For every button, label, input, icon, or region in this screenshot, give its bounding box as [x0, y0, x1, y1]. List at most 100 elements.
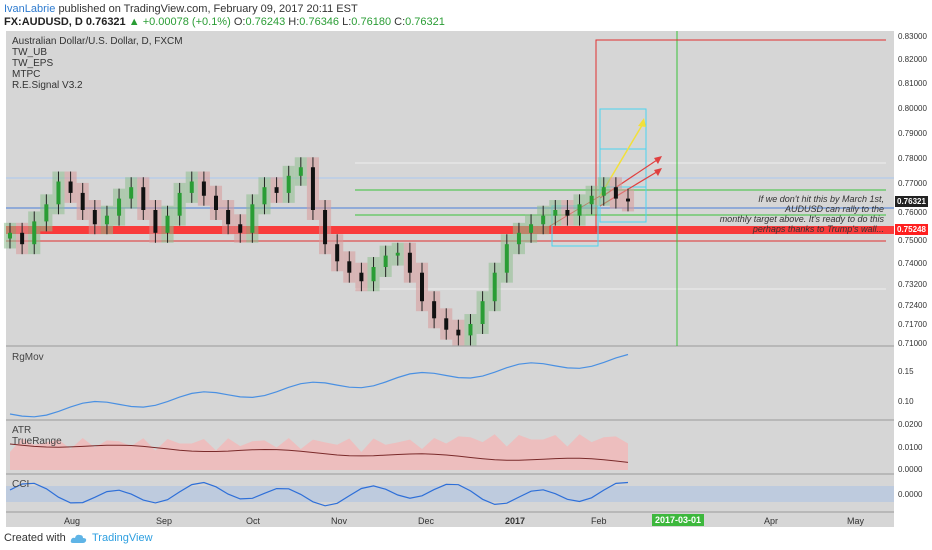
candle-body: [407, 252, 412, 273]
candle-body: [117, 198, 122, 216]
price-tick: 0.74000: [898, 259, 927, 268]
change-arrow: ▲: [128, 16, 140, 28]
author-link[interactable]: IvanLabrie: [4, 3, 56, 15]
candle-body: [153, 210, 158, 233]
x-label: Nov: [331, 516, 348, 526]
candle-body: [371, 267, 376, 282]
candle-body: [250, 204, 255, 233]
x-label: Feb: [591, 516, 607, 526]
candle-body: [104, 215, 109, 225]
candle-body: [201, 181, 206, 196]
annotation-line: AUDUSD can rally to the: [784, 204, 884, 214]
candle-body: [492, 272, 497, 302]
high-value: 0.76346: [299, 16, 340, 28]
price-tick: 0.72400: [898, 301, 927, 310]
candle-body: [516, 232, 521, 245]
price-tick: 0.71700: [898, 320, 927, 329]
rgmov-label[interactable]: RgMov: [12, 352, 44, 363]
price-tick: 0.75000: [898, 236, 927, 245]
candle-body: [347, 261, 352, 273]
candle-body: [541, 215, 546, 225]
low-label: L:: [342, 16, 352, 28]
last-price-tag: 0.76321: [895, 196, 928, 207]
arrow-head: [654, 156, 662, 164]
candle-body: [165, 215, 170, 233]
rgmov-line: [9, 353, 629, 418]
candle-body: [68, 181, 73, 193]
rgmov-tick: 0.10: [898, 397, 914, 406]
candle-body: [383, 255, 388, 267]
symbol-name[interactable]: FX:AUDUSD, D: [4, 16, 83, 28]
x-label: Dec: [418, 516, 435, 526]
study-item[interactable]: MTPC: [12, 69, 41, 80]
candle-body: [32, 221, 37, 245]
high-label: H:: [288, 16, 300, 28]
candle-body: [456, 329, 461, 336]
price-tick: 0.76000: [898, 208, 927, 217]
annotation-line: perhaps thanks to Trump's wall...: [752, 224, 884, 234]
candle-body: [480, 301, 485, 324]
cci-label[interactable]: CCI: [12, 479, 30, 490]
annotation-line: monthly target above. It's ready to do t…: [719, 214, 884, 224]
price-axis[interactable]: [894, 31, 932, 527]
price-tick: 0.79000: [898, 129, 927, 138]
study-item[interactable]: R.E.Signal V3.2: [12, 80, 83, 91]
truerange-area: [10, 434, 628, 470]
candle-body: [177, 192, 182, 216]
close-label: C:: [394, 16, 406, 28]
price-tick: 0.81000: [898, 79, 927, 88]
change-value: +0.00078 (+0.1%): [142, 16, 231, 28]
truerange-label[interactable]: TrueRange: [12, 436, 62, 447]
chart-annotation[interactable]: If we don't hit this by March 1st, AUDUS…: [674, 194, 884, 234]
x-label: Apr: [764, 516, 779, 526]
symbol-line: FX:AUDUSD, D 0.76321 ▲ +0.00078 (+0.1%) …: [4, 16, 445, 28]
monthly-target-box: [595, 39, 886, 232]
open-label: O:: [233, 16, 246, 28]
candle-body: [577, 204, 582, 216]
candle-body: [214, 195, 218, 210]
price-tick: 0.83000: [898, 32, 927, 41]
candle-body: [504, 244, 509, 273]
publish-text: published on TradingView.com, February 0…: [58, 3, 358, 15]
candle-body: [432, 301, 437, 319]
cci-tick: 0.0000: [898, 490, 923, 499]
candle-body: [529, 224, 534, 233]
atr-tick: 0.0100: [898, 443, 923, 452]
candle-body: [626, 198, 630, 202]
indicators-group: [6, 353, 894, 507]
candle-body: [323, 210, 328, 245]
tradingview-logo-text[interactable]: TradingView: [92, 532, 153, 544]
candle-body: [141, 187, 146, 210]
candle-body: [444, 318, 449, 330]
atr-line: [9, 443, 629, 463]
study-item[interactable]: TW_EPS: [12, 58, 54, 69]
candle-body: [589, 195, 594, 205]
cci-line: [9, 481, 629, 507]
support-price-tag: 0.75248: [895, 224, 928, 235]
candle-body: [395, 252, 400, 256]
price-tick: 0.73200: [898, 280, 927, 289]
arrow-head: [654, 168, 662, 176]
price-tick: 0.71000: [898, 339, 927, 348]
candle-body: [565, 210, 570, 216]
x-label: Sep: [156, 516, 173, 526]
x-label: Aug: [64, 516, 81, 526]
atr-label[interactable]: ATR: [12, 425, 32, 436]
x-label: Oct: [246, 516, 261, 526]
price-tick: 0.78000: [898, 154, 927, 163]
price-tick: 0.80000: [898, 104, 927, 113]
publish-info: IvanLabrie published on TradingView.com,…: [4, 3, 358, 15]
candle-body: [310, 167, 315, 210]
study-item[interactable]: TW_UB: [12, 47, 47, 58]
candle-body: [92, 210, 97, 225]
price-tick: 0.82000: [898, 55, 927, 64]
main-title[interactable]: Australian Dollar/U.S. Dollar, D, FXCM: [12, 36, 183, 47]
support-zone: [6, 226, 894, 234]
candle-body: [286, 175, 291, 193]
candle-body: [44, 204, 49, 222]
cci-band: [6, 486, 894, 502]
atr-tick: 0.0200: [898, 420, 923, 429]
footer: Created with TradingView: [0, 528, 932, 550]
candle-body: [56, 181, 61, 205]
